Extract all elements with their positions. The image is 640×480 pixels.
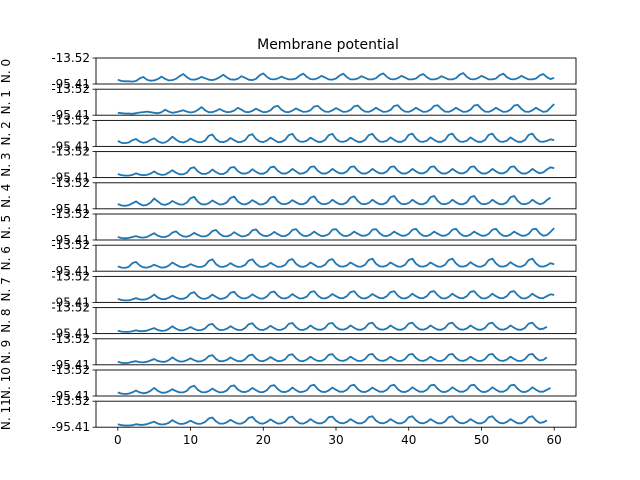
- subplot-frame: [95, 244, 577, 272]
- y-tick-label-bottom: -95.41: [51, 202, 90, 216]
- series-line: [117, 195, 552, 207]
- series-line: [117, 290, 555, 302]
- y-tick-label-top: -13.52: [51, 82, 90, 96]
- y-axis-label: N. 1: [0, 90, 13, 114]
- subplot-frame: [95, 369, 577, 397]
- subplot-frame: [95, 338, 577, 366]
- subplot: -13.52 -95.41 N. 3: [0, 145, 577, 185]
- subplot-frame: [95, 88, 577, 116]
- series-line: [117, 132, 555, 145]
- y-tick-label-bottom: -95.41: [51, 233, 90, 247]
- subplot-frame: [95, 275, 577, 303]
- y-axis-label: N. 9: [0, 340, 13, 364]
- series-line: [117, 383, 551, 395]
- y-tick-label-bottom: -95.41: [51, 139, 90, 153]
- subplot: -13.52 -95.41 N. 9: [0, 332, 577, 372]
- y-tick-label-bottom: -95.41: [51, 171, 90, 185]
- subplot-frame: [95, 213, 577, 241]
- subplot: -13.52 -95.41 N. 8: [0, 301, 577, 341]
- series-line: [117, 227, 555, 240]
- y-axis-label: N. 2: [0, 121, 13, 145]
- subplot: -13.52 -95.41 N. 6: [0, 238, 577, 278]
- series-line: [117, 103, 555, 115]
- series-line: [117, 415, 548, 427]
- subplot: -13.52 -95.41 N. 2: [0, 113, 577, 153]
- x-axis: 0 10 20 30 40 50 60: [114, 427, 562, 447]
- x-tick-label: 60: [547, 433, 562, 447]
- y-tick-label-bottom: -95.41: [51, 358, 90, 372]
- x-tick-label: 20: [256, 433, 271, 447]
- y-axis-label: N. 7: [0, 277, 13, 301]
- subplot: -13.52 -95.41 N. 11: [0, 394, 577, 434]
- subplot-panels: -13.52-95.41N. 0-13.52-95.41N. 1-13.52-9…: [0, 51, 577, 434]
- series-line: [117, 72, 555, 83]
- y-tick-label-top: -13.52: [51, 301, 90, 315]
- subplot-frame: [95, 119, 577, 147]
- x-tick-label: 30: [328, 433, 343, 447]
- y-axis-label: N. 5: [0, 215, 13, 239]
- y-axis-label: N. 0: [0, 59, 13, 83]
- y-tick-label-top: -13.52: [51, 51, 90, 65]
- y-tick-label-top: -13.52: [51, 113, 90, 127]
- series-line: [117, 321, 548, 333]
- x-tick-label: 40: [401, 433, 416, 447]
- y-axis-label: N. 8: [0, 308, 13, 332]
- subplot: -13.52 -95.41 N. 5: [0, 207, 577, 247]
- subplot-frame: [95, 57, 577, 85]
- subplot-frame: [95, 182, 577, 210]
- y-tick-label-top: -13.52: [51, 207, 90, 221]
- subplot: -13.52 -95.41 N. 4: [0, 176, 577, 216]
- x-tick-label: 0: [114, 433, 122, 447]
- series-line: [117, 257, 555, 269]
- y-tick-label-bottom: -95.41: [51, 264, 90, 278]
- y-tick-label-bottom: -95.41: [51, 327, 90, 341]
- y-tick-label-bottom: -95.41: [51, 77, 90, 91]
- y-tick-label-top: -13.52: [51, 145, 90, 159]
- x-tick-label: 50: [474, 433, 489, 447]
- y-tick-label-bottom: -95.41: [51, 389, 90, 403]
- series-line: [117, 352, 548, 365]
- subplot: -13.52 -95.41 N. 10: [0, 363, 577, 403]
- subplot: -13.52 -95.41 N. 1: [0, 82, 577, 122]
- y-axis-label: N. 3: [0, 152, 13, 176]
- y-axis-label: N. 11: [0, 398, 13, 430]
- y-axis-label: N. 10: [0, 367, 13, 399]
- y-tick-label-top: -13.52: [51, 238, 90, 252]
- chart-title: Membrane potential: [257, 37, 399, 53]
- subplot-frame: [95, 307, 577, 335]
- y-axis-label: N. 4: [0, 184, 13, 208]
- x-tick-label: 10: [183, 433, 198, 447]
- y-tick-label-top: -13.52: [51, 332, 90, 346]
- y-tick-label-top: -13.52: [51, 176, 90, 190]
- y-tick-label-top: -13.52: [51, 363, 90, 377]
- series-line: [117, 165, 555, 177]
- subplot: -13.52 -95.41 N. 7: [0, 269, 577, 309]
- subplot-frame: [95, 151, 577, 179]
- y-tick-label-bottom: -95.41: [51, 295, 90, 309]
- y-axis-label: N. 6: [0, 246, 13, 270]
- y-tick-label-top: -13.52: [51, 394, 90, 408]
- subplot: -13.52 -95.41 N. 0: [0, 51, 577, 91]
- y-tick-label-top: -13.52: [51, 269, 90, 283]
- y-tick-label-bottom: -95.41: [51, 420, 90, 434]
- y-tick-label-bottom: -95.41: [51, 108, 90, 122]
